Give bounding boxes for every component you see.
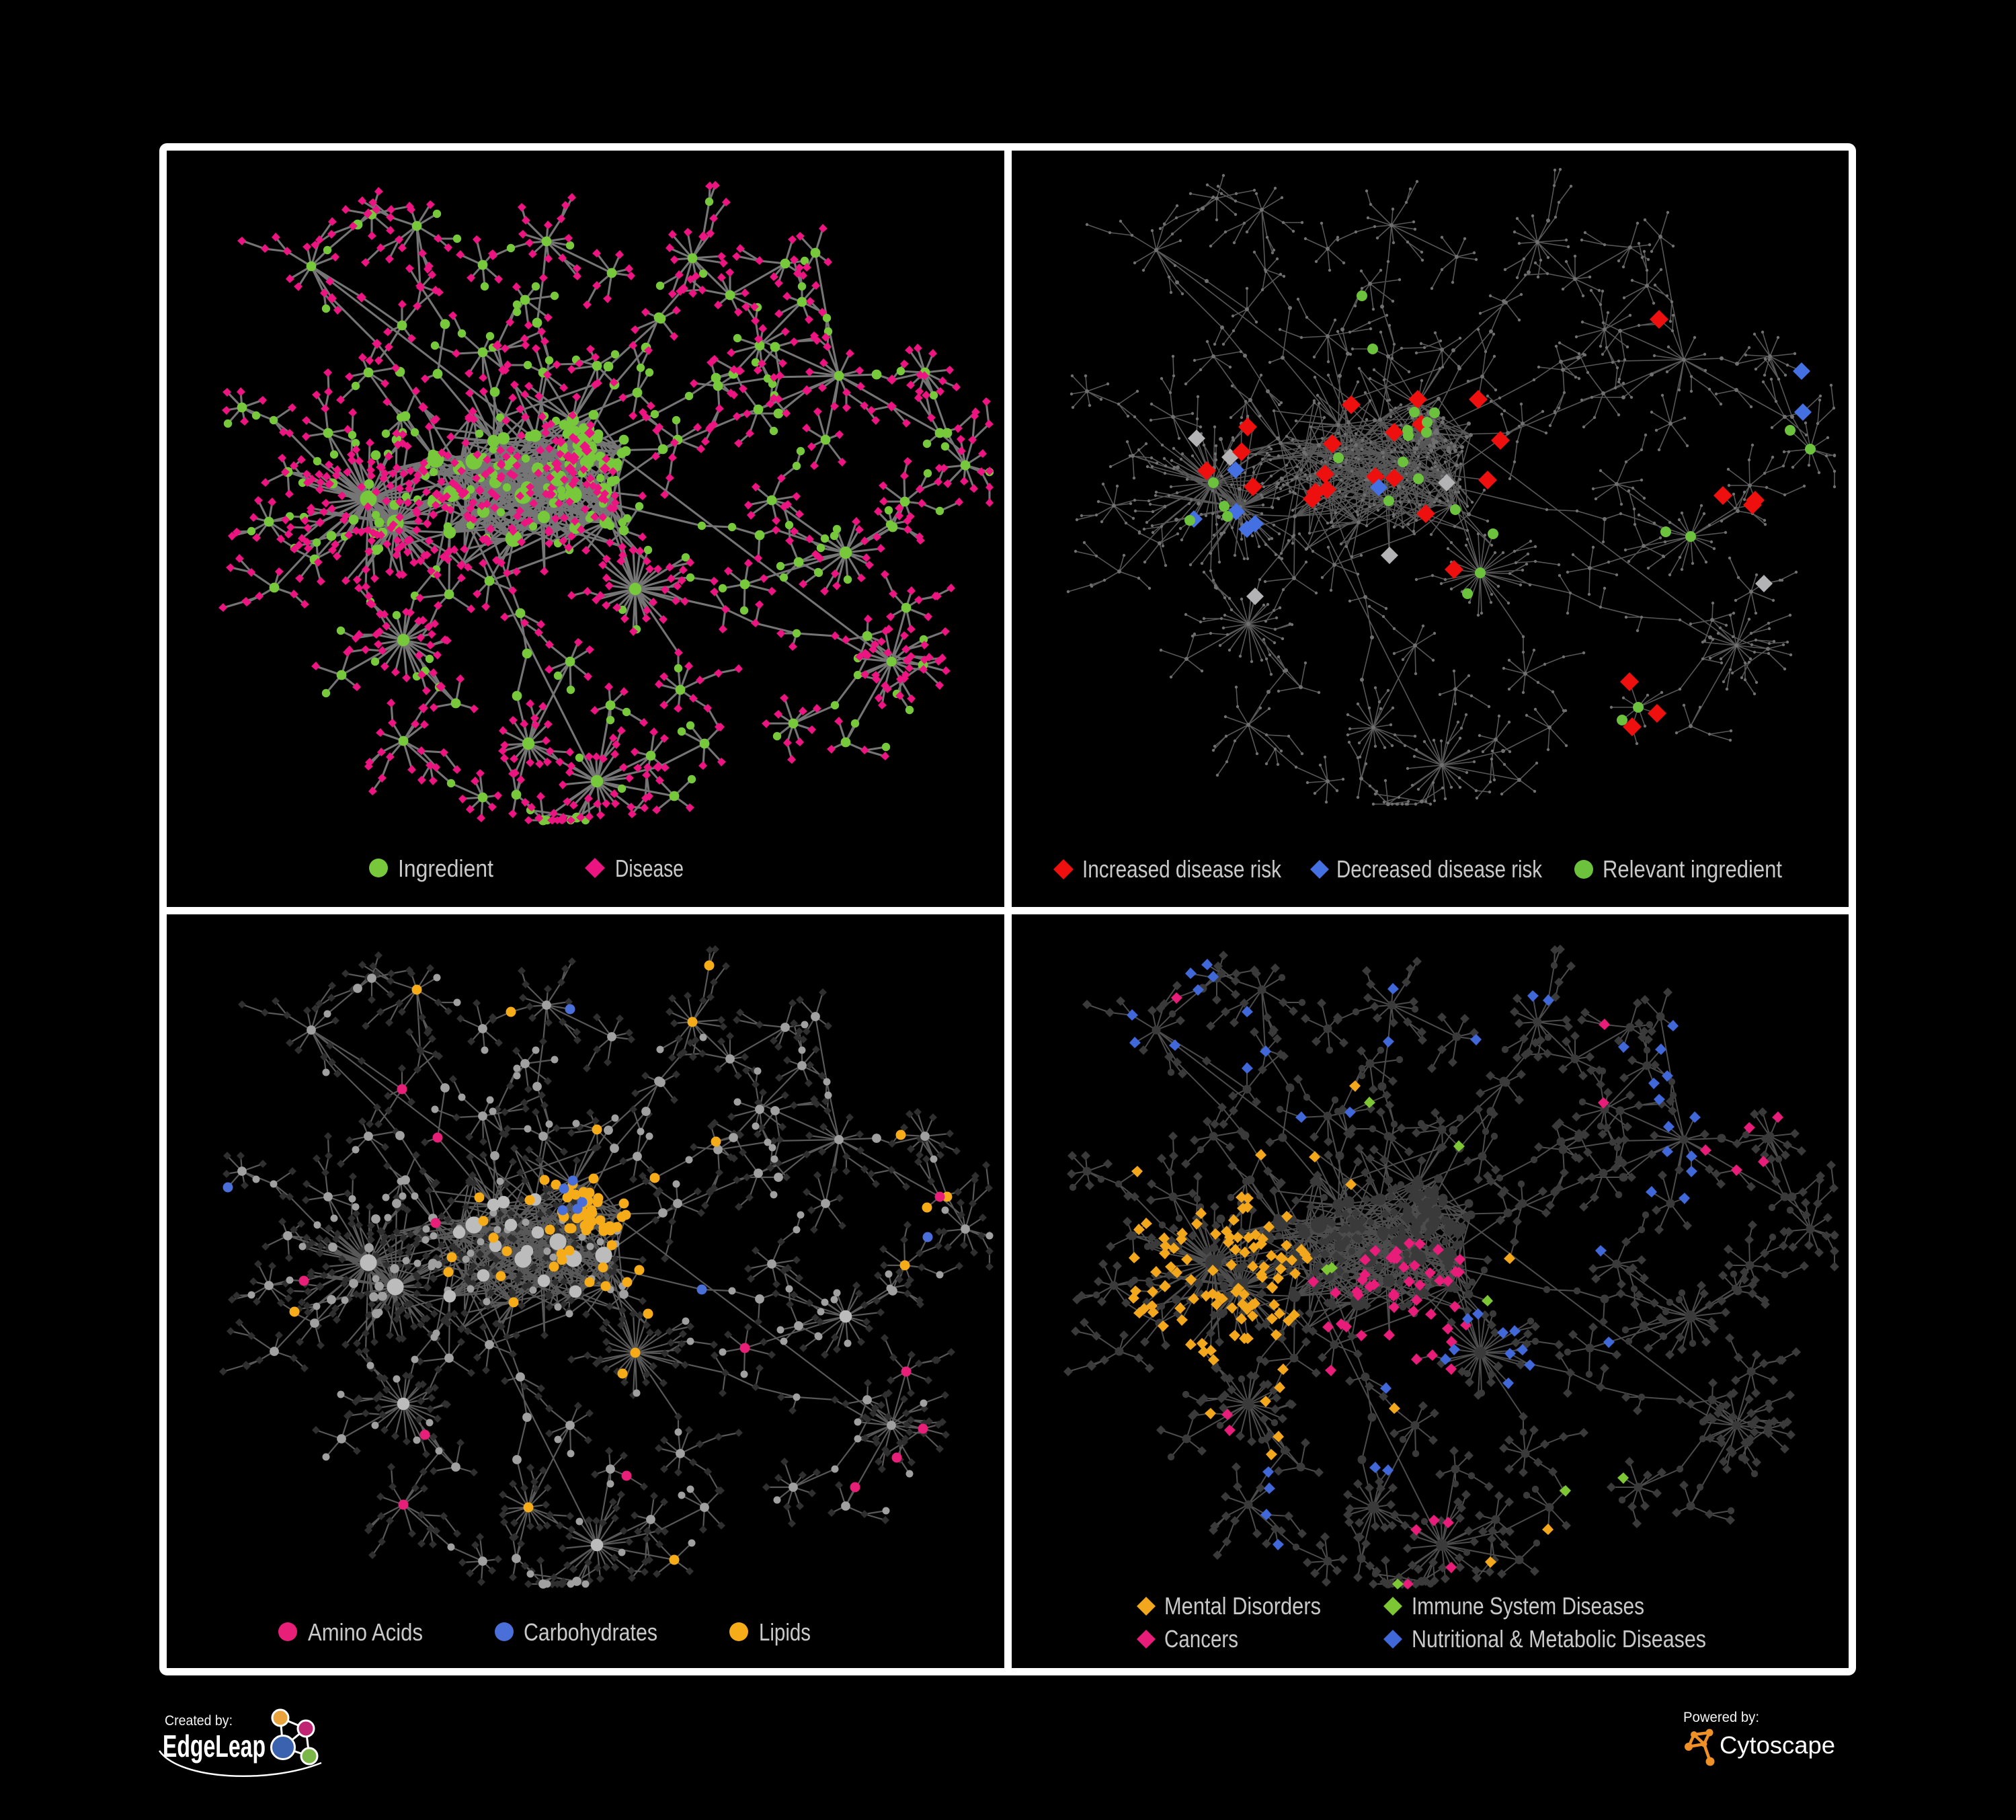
svg-text:Immune System Diseases: Immune System Diseases bbox=[1412, 1592, 1644, 1620]
svg-text:Mental Disorders: Mental Disorders bbox=[1164, 1592, 1321, 1620]
svg-text:EdgeLeap: EdgeLeap bbox=[163, 1729, 266, 1764]
svg-text:Decreased disease risk: Decreased disease risk bbox=[1336, 855, 1543, 883]
svg-text:Relevant ingredient: Relevant ingredient bbox=[1603, 855, 1782, 883]
svg-text:Lipids: Lipids bbox=[759, 1618, 811, 1646]
svg-text:Created by:: Created by: bbox=[165, 1713, 233, 1729]
svg-text:Cancers: Cancers bbox=[1164, 1625, 1238, 1653]
svg-text:Ingredient: Ingredient bbox=[398, 855, 493, 882]
svg-text:Powered by:: Powered by: bbox=[1683, 1710, 1759, 1725]
svg-text:Amino Acids: Amino Acids bbox=[308, 1618, 423, 1646]
svg-text:Carbohydrates: Carbohydrates bbox=[524, 1618, 657, 1646]
svg-text:Increased disease risk: Increased disease risk bbox=[1082, 855, 1282, 883]
svg-text:Nutritional & Metabolic Diseas: Nutritional & Metabolic Diseases bbox=[1412, 1625, 1706, 1653]
svg-text:Disease: Disease bbox=[615, 855, 684, 882]
svg-text:Cytoscape: Cytoscape bbox=[1720, 1731, 1835, 1759]
